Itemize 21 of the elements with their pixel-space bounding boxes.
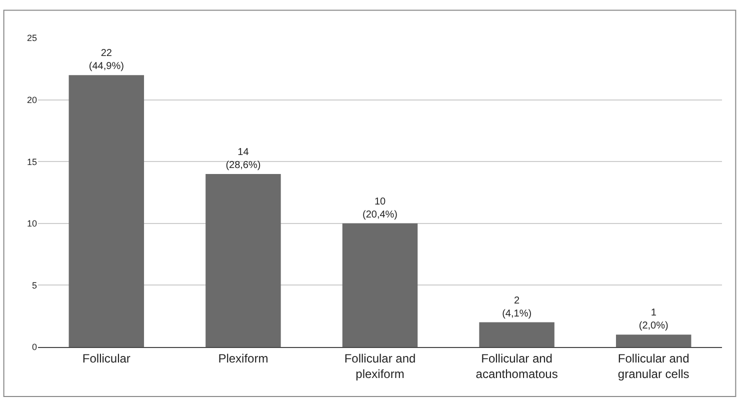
y-tick-label: 15	[26, 156, 37, 167]
data-label: 2 (4,1%)	[502, 295, 532, 320]
bar	[616, 334, 692, 347]
y-tick-label: 5	[32, 280, 37, 290]
y-tick-label: 10	[26, 218, 37, 229]
data-label: 22 (44,9%)	[88, 48, 124, 72]
data-label: 14 (28,6%)	[226, 146, 261, 171]
x-tick-label: Follicular	[82, 351, 130, 366]
bar	[68, 75, 144, 347]
bar	[206, 174, 281, 347]
x-tick-label: Follicular and plexiform	[344, 351, 416, 381]
x-tick-label: Follicular and acanthomatous	[476, 351, 558, 381]
x-tick-label: Plexiform	[218, 351, 268, 366]
y-tick-label: 25	[26, 33, 37, 44]
data-label: 1 (2,0%)	[638, 308, 668, 332]
bar	[479, 322, 554, 347]
data-label: 10 (20,4%)	[362, 196, 398, 220]
y-tick-label: 20	[26, 94, 37, 105]
x-tick-label: Follicular and granular cells	[618, 351, 690, 381]
y-tick-label: 0	[32, 342, 37, 352]
bar	[342, 223, 418, 347]
